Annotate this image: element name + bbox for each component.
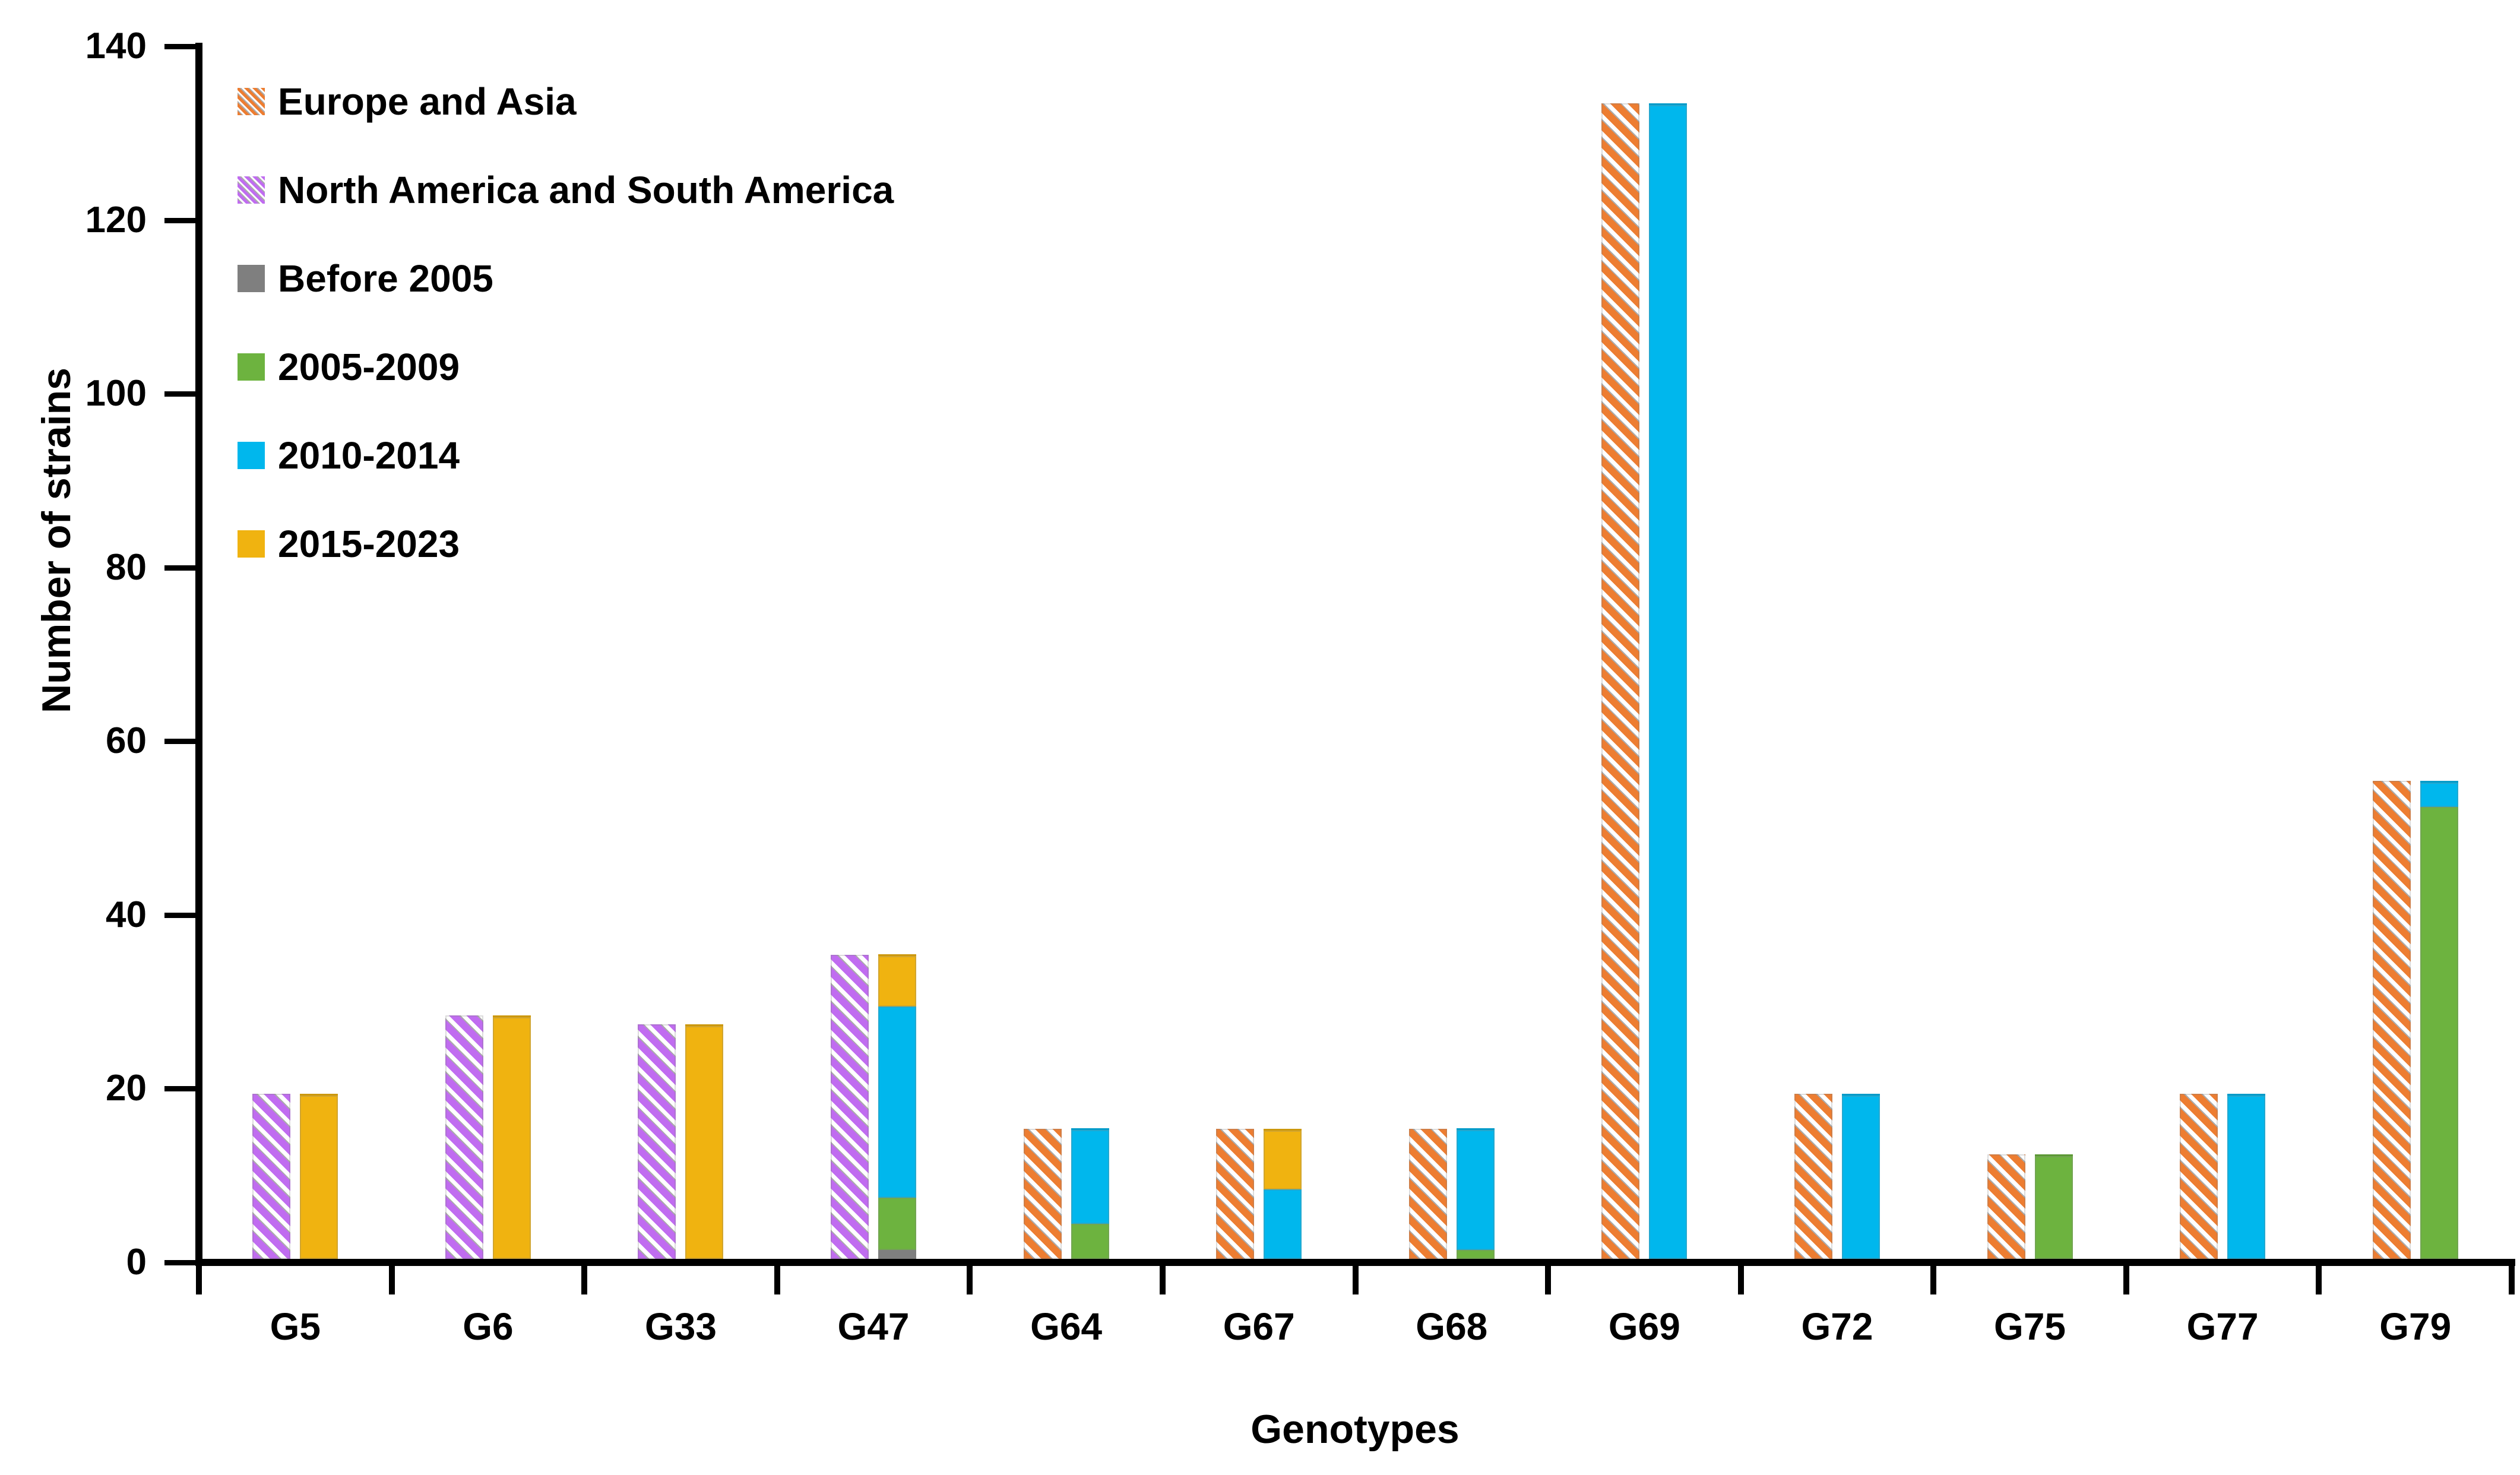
x-tick — [196, 1259, 202, 1294]
category-label: G5 — [270, 1305, 321, 1348]
bar-period-segment — [300, 1094, 338, 1259]
bar-period-segment — [878, 1198, 917, 1250]
legend-item: Europe and Asia — [238, 57, 894, 145]
x-tick — [2123, 1259, 2129, 1294]
bar-region-hatched — [1794, 1094, 1832, 1259]
legend: Europe and Asia North America and South A… — [238, 57, 894, 588]
category-label: G67 — [1223, 1305, 1295, 1348]
category-label: G47 — [837, 1305, 910, 1348]
x-tick — [967, 1259, 973, 1294]
legend-label: Europe and Asia — [278, 80, 577, 123]
bar-period-segment — [2420, 807, 2458, 1259]
y-tick-label: 140 — [85, 25, 147, 67]
category-label: G75 — [1994, 1305, 2066, 1348]
legend-swatch — [238, 87, 265, 115]
legend-swatch — [238, 530, 265, 558]
x-tick — [2509, 1259, 2515, 1294]
bar-period-segment — [1071, 1224, 1109, 1259]
bar-region-hatched — [252, 1094, 291, 1259]
bar-region-hatched — [638, 1024, 676, 1259]
y-tick — [164, 912, 202, 918]
x-tick — [2316, 1259, 2322, 1294]
y-tick-label: 60 — [106, 720, 147, 762]
y-tick-label: 80 — [106, 546, 147, 588]
bar-period-segment — [878, 954, 917, 1006]
legend-label: 2005-2009 — [278, 345, 460, 388]
legend-swatch — [238, 441, 265, 469]
x-tick — [1159, 1259, 1166, 1294]
y-tick — [164, 1086, 202, 1092]
x-tick — [1352, 1259, 1359, 1294]
bar-period-segment — [2227, 1094, 2266, 1259]
bar-period-segment — [1264, 1129, 1302, 1189]
legend-swatch — [238, 264, 265, 292]
legend-label: Before 2005 — [278, 257, 493, 300]
y-tick-label: 100 — [85, 373, 147, 414]
x-tick — [1545, 1259, 1552, 1294]
y-tick-label: 40 — [106, 894, 147, 935]
y-tick-label: 20 — [106, 1068, 147, 1109]
y-tick — [164, 739, 202, 745]
bar-period-segment — [1649, 103, 1688, 1259]
legend-item: Before 2005 — [238, 234, 894, 322]
legend-item: 2005-2009 — [238, 322, 894, 411]
bar-region-hatched — [1987, 1154, 2025, 1259]
y-tick — [164, 217, 202, 223]
y-tick — [164, 391, 202, 397]
x-tick — [581, 1259, 588, 1294]
bar-period-segment — [2420, 781, 2458, 807]
category-label: G33 — [644, 1305, 717, 1348]
legend-label: North America and South America — [278, 168, 894, 211]
legend-item: 2015-2023 — [238, 499, 894, 588]
x-axis-title: Genotypes — [1250, 1407, 1460, 1452]
bar-region-hatched — [2372, 781, 2411, 1259]
category-label: G68 — [1416, 1305, 1488, 1348]
bar-period-segment — [2034, 1154, 2073, 1259]
bar-period-segment — [685, 1024, 724, 1259]
y-tick-label: 120 — [85, 199, 147, 240]
y-tick — [164, 1260, 202, 1265]
bar-period-segment — [1456, 1128, 1495, 1250]
bar-region-hatched — [1023, 1129, 1062, 1259]
legend-item: 2010-2014 — [238, 411, 894, 499]
y-axis-line — [195, 43, 202, 1266]
y-tick-label: 0 — [126, 1242, 147, 1283]
x-tick — [774, 1259, 780, 1294]
category-label: G6 — [463, 1305, 514, 1348]
legend-swatch — [238, 176, 265, 204]
bar-region-hatched — [445, 1015, 483, 1259]
bar-period-segment — [1264, 1189, 1302, 1259]
bar-region-hatched — [831, 955, 869, 1259]
category-label: G64 — [1030, 1305, 1103, 1348]
category-label: G72 — [1801, 1305, 1873, 1348]
legend-item: North America and South America — [238, 145, 894, 234]
x-tick — [1737, 1259, 1744, 1294]
legend-swatch — [238, 353, 265, 381]
legend-label: 2010-2014 — [278, 433, 460, 477]
y-tick — [164, 565, 202, 571]
bar-period-segment — [878, 1250, 917, 1259]
bar-region-hatched — [2180, 1094, 2218, 1259]
legend-label: 2015-2023 — [278, 522, 460, 565]
category-label: G69 — [1608, 1305, 1680, 1348]
x-tick — [388, 1259, 395, 1294]
y-tick — [164, 43, 202, 49]
category-label: G79 — [2379, 1305, 2452, 1348]
bar-region-hatched — [1216, 1129, 1255, 1259]
bar-period-segment — [878, 1006, 917, 1198]
bar-period-segment — [1071, 1128, 1109, 1224]
bar-region-hatched — [1408, 1129, 1447, 1259]
category-label: G77 — [2186, 1305, 2259, 1348]
bar-period-segment — [1456, 1250, 1495, 1259]
bar-period-segment — [1841, 1094, 1880, 1259]
y-axis-title: Number of strains — [34, 368, 79, 713]
bar-region-hatched — [1601, 103, 1640, 1259]
x-tick — [1930, 1259, 1937, 1294]
bar-period-segment — [492, 1015, 531, 1259]
